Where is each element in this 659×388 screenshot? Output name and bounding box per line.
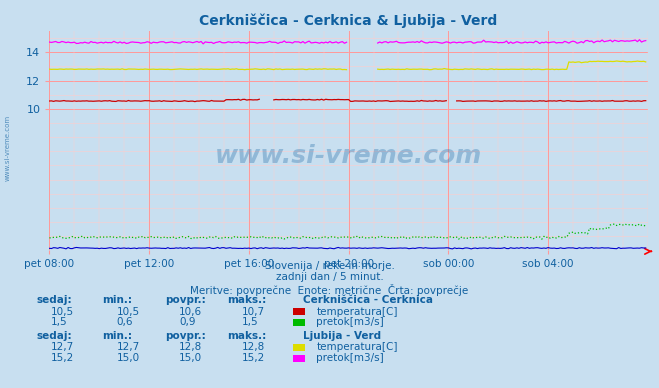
Text: 15,0: 15,0 <box>117 353 140 363</box>
Text: 0,6: 0,6 <box>117 317 133 327</box>
Text: 12,7: 12,7 <box>117 342 140 352</box>
Text: povpr.:: povpr.: <box>165 331 206 341</box>
Text: min.:: min.: <box>102 295 132 305</box>
Text: 10,7: 10,7 <box>242 307 265 317</box>
Text: maks.:: maks.: <box>227 295 267 305</box>
Text: 0,9: 0,9 <box>179 317 196 327</box>
Text: 10,5: 10,5 <box>117 307 140 317</box>
Text: Slovenija / reke in morje.: Slovenija / reke in morje. <box>264 261 395 271</box>
Text: 1,5: 1,5 <box>51 317 67 327</box>
Text: temperatura[C]: temperatura[C] <box>316 307 398 317</box>
Text: 15,2: 15,2 <box>51 353 74 363</box>
Text: pretok[m3/s]: pretok[m3/s] <box>316 317 384 327</box>
Text: Meritve: povprečne  Enote: metrične  Črta: povprečje: Meritve: povprečne Enote: metrične Črta:… <box>190 284 469 296</box>
Text: 15,2: 15,2 <box>242 353 265 363</box>
Text: www.si-vreme.com: www.si-vreme.com <box>5 114 11 180</box>
Text: 12,8: 12,8 <box>242 342 265 352</box>
Text: Ljubija - Verd: Ljubija - Verd <box>303 331 382 341</box>
Text: zadnji dan / 5 minut.: zadnji dan / 5 minut. <box>275 272 384 282</box>
Text: sedaj:: sedaj: <box>36 295 72 305</box>
Text: 12,8: 12,8 <box>179 342 202 352</box>
Text: maks.:: maks.: <box>227 331 267 341</box>
Text: 12,7: 12,7 <box>51 342 74 352</box>
Text: 15,0: 15,0 <box>179 353 202 363</box>
Text: sedaj:: sedaj: <box>36 331 72 341</box>
Text: temperatura[C]: temperatura[C] <box>316 342 398 352</box>
Text: 10,5: 10,5 <box>51 307 74 317</box>
Text: 10,6: 10,6 <box>179 307 202 317</box>
Text: povpr.:: povpr.: <box>165 295 206 305</box>
Text: Cerkniščica - Cerknica: Cerkniščica - Cerknica <box>303 295 433 305</box>
Title: Cerkniščica - Cerknica & Ljubija - Verd: Cerkniščica - Cerknica & Ljubija - Verd <box>200 14 498 28</box>
Text: www.si-vreme.com: www.si-vreme.com <box>215 144 482 168</box>
Text: pretok[m3/s]: pretok[m3/s] <box>316 353 384 363</box>
Text: 1,5: 1,5 <box>242 317 258 327</box>
Text: min.:: min.: <box>102 331 132 341</box>
